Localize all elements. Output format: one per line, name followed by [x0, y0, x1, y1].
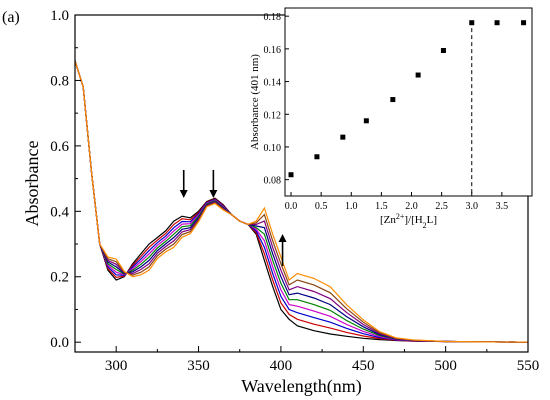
inset-titration-plot: 0.0 0.5 1.0 1.5 2.0 2.5 3.0 3.5 0.08 0.10 0.12 0.14… [249, 7, 533, 230]
x-tick-label-550: 550 [517, 358, 540, 374]
data-point-1 [288, 172, 294, 178]
y-axis-title: Absorbance [22, 141, 42, 227]
main-spectrum-plot: 300 350 400 450 500 550 0.0 0.2 0.4 0.6 0.8 1.0 Wave… [22, 8, 539, 397]
inset-x-tick-label-2: 1.0 [345, 201, 358, 212]
inset-x-tick-label-1: 0.5 [315, 201, 328, 212]
data-point-9 [494, 20, 500, 26]
inset-x-tick-label-3: 1.5 [375, 201, 388, 212]
data-point-5 [390, 97, 396, 103]
inset-y-tick-label-2: 0.12 [264, 110, 282, 121]
data-point-10 [521, 20, 527, 26]
panel-label: (a) [2, 9, 20, 26]
x-tick-label-400: 400 [270, 358, 293, 374]
inset-y-axis-title: Absorbance (401 nm) [249, 54, 261, 150]
inset-x-tick-label-4: 2.0 [405, 201, 418, 212]
arrow-1-head [179, 190, 188, 198]
data-point-4 [363, 118, 369, 124]
inset-x-tick-label-0: 0.0 [285, 201, 298, 212]
inset-y-tick-label-5: 0.18 [264, 12, 282, 23]
inset-x-tick-label-5: 2.5 [435, 201, 448, 212]
x-tick-label-450: 450 [352, 358, 375, 374]
x-axis-title: Wavelength(nm) [241, 376, 362, 397]
x-tick-label-300: 300 [105, 358, 128, 374]
inset-y-tick-label-0: 0.08 [264, 176, 282, 187]
y-tick-label-0: 0.0 [50, 335, 69, 351]
inset-x-tick-label-6: 3.0 [466, 201, 479, 212]
y-tick-label-5: 1.0 [50, 8, 69, 24]
inset-x-axis-title: [Zn2+]/[H2L] [380, 212, 437, 230]
y-tick-label-2: 0.4 [50, 204, 69, 220]
data-point-8 [469, 20, 475, 26]
data-point-3 [340, 134, 346, 140]
arrow-3-head [278, 234, 287, 242]
inset-y-tick-label-3: 0.14 [264, 78, 282, 89]
inset-x-tick-label-7: 3.5 [496, 201, 509, 212]
arrow-2-head [209, 190, 218, 198]
x-tick-label-500: 500 [434, 358, 457, 374]
inset-y-tick-label-1: 0.10 [264, 143, 282, 154]
data-point-7 [440, 48, 446, 54]
inset-plot-frame [284, 7, 533, 197]
y-tick-label-3: 0.6 [50, 139, 69, 155]
y-tick-label-1: 0.2 [50, 270, 69, 286]
y-tick-label-4: 0.8 [50, 73, 69, 89]
inset-y-tick-label-4: 0.16 [264, 45, 282, 56]
spectrum-line-9 [74, 60, 529, 343]
data-point-2 [314, 154, 320, 160]
data-point-6 [415, 72, 421, 78]
x-tick-label-350: 350 [187, 358, 210, 374]
